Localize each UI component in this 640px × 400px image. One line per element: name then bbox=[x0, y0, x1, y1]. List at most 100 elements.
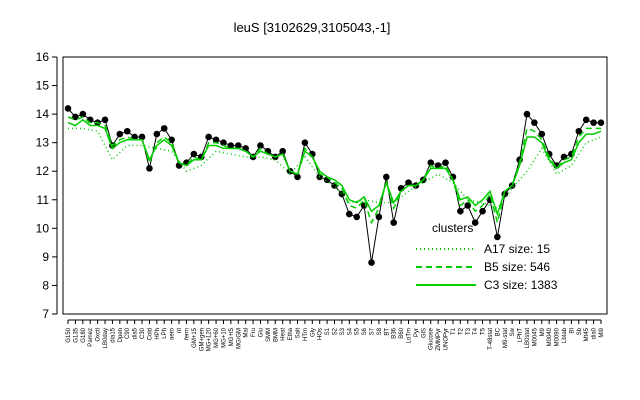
x-tick-label: dia5 bbox=[133, 327, 139, 339]
x-tick-label: C90 bbox=[125, 327, 131, 339]
data-point bbox=[457, 207, 464, 215]
data-point bbox=[383, 173, 390, 181]
x-tick-label: S3 bbox=[340, 327, 346, 335]
plot-border bbox=[62, 56, 608, 315]
x-tick-label: HPh bbox=[155, 328, 161, 340]
x-tick-label: Cold bbox=[147, 328, 153, 340]
series-line-dotted bbox=[68, 127, 602, 210]
x-tick-label: C30 bbox=[140, 327, 146, 339]
data-point bbox=[116, 130, 124, 138]
data-point bbox=[279, 147, 286, 155]
data-point bbox=[575, 127, 583, 135]
legend-label: A17 size: 15 bbox=[484, 242, 550, 256]
y-tick-label: 12 bbox=[36, 164, 50, 178]
x-tick-label: Sb bbox=[577, 327, 583, 335]
data-point bbox=[79, 110, 87, 118]
x-tick-label: S1 bbox=[325, 327, 331, 335]
data-point bbox=[146, 165, 153, 172]
data-point bbox=[538, 130, 546, 138]
x-tick-label: MG+120 bbox=[207, 327, 213, 351]
x-tick-label: Dpen bbox=[118, 328, 124, 342]
data-point bbox=[471, 219, 479, 226]
data-point bbox=[153, 130, 161, 138]
x-tick-label: Glucose bbox=[429, 327, 435, 350]
data-point bbox=[205, 133, 212, 141]
data-point bbox=[442, 159, 449, 166]
legend-title: clusters bbox=[432, 221, 473, 235]
data-point bbox=[405, 179, 412, 186]
data-point bbox=[582, 116, 590, 124]
data-point bbox=[168, 136, 175, 144]
y-tick-label: 16 bbox=[36, 50, 50, 64]
x-tick-label: BI bbox=[569, 328, 575, 334]
x-tick-label: S4 bbox=[347, 327, 353, 335]
data-point bbox=[294, 173, 301, 181]
x-tick-label: BC bbox=[495, 327, 501, 336]
x-tick-label: Heat bbox=[281, 328, 287, 341]
x-tick-label: Etha bbox=[288, 327, 294, 340]
chart-title: leuS [3102629,3105043,-1] bbox=[234, 20, 391, 35]
series-line-solid bbox=[67, 118, 602, 217]
x-tick-label: T3 bbox=[466, 327, 472, 335]
x-tick-label: LoTm bbox=[407, 328, 413, 343]
x-tick-label: SMM bbox=[266, 328, 272, 342]
data-point bbox=[390, 219, 398, 226]
data-point bbox=[353, 213, 361, 221]
x-tick-label: T4 bbox=[473, 327, 479, 335]
x-tick-label: dia15 bbox=[110, 327, 116, 342]
x-tick-label: MG+60 bbox=[214, 327, 220, 348]
data-point bbox=[523, 110, 531, 118]
x-tick-label: aero bbox=[170, 327, 176, 340]
x-tick-label: MG+10 bbox=[221, 327, 227, 348]
legend-label: B5 size: 546 bbox=[484, 260, 550, 274]
data-point bbox=[479, 207, 486, 215]
data-point bbox=[494, 233, 501, 241]
x-tick-label: Sw bbox=[510, 327, 516, 336]
x-tick-label: B36 bbox=[392, 327, 398, 338]
x-tick-label: G135 bbox=[73, 327, 79, 342]
x-tick-label: BMM bbox=[273, 328, 279, 342]
x-tick-label: M0045 bbox=[532, 327, 538, 346]
x-tick-label: Lbtab bbox=[562, 327, 568, 343]
legend-label: C3 size: 1383 bbox=[484, 278, 558, 292]
x-tick-label: S6 bbox=[362, 327, 368, 335]
data-point bbox=[346, 210, 353, 218]
x-tick-label: Mt45 bbox=[584, 327, 590, 341]
x-tick-label: HTm bbox=[303, 328, 309, 341]
data-point bbox=[590, 119, 597, 126]
data-point bbox=[234, 142, 242, 149]
x-tick-label: G150 bbox=[66, 327, 72, 342]
x-tick-label: Ml9 bbox=[599, 327, 605, 337]
x-tick-label: T-48stat bbox=[488, 328, 494, 350]
x-tick-label: T2 bbox=[458, 327, 464, 335]
series-layer bbox=[64, 105, 605, 266]
x-tick-label: Salt bbox=[295, 328, 301, 339]
data-point bbox=[64, 105, 72, 112]
x-tick-label: LPhT bbox=[518, 328, 524, 343]
data-point bbox=[123, 127, 131, 135]
data-point bbox=[101, 116, 109, 124]
data-point bbox=[531, 119, 538, 126]
x-tick-label: Fru bbox=[251, 328, 257, 337]
data-point bbox=[138, 133, 146, 141]
x-tick-label: M9-stat bbox=[503, 328, 509, 348]
y-tick-label: 9 bbox=[42, 250, 49, 264]
x-tick-label: S7 bbox=[370, 327, 376, 335]
y-tick-label: 14 bbox=[36, 107, 50, 121]
y-axis: 7 8 9 10 11 12 13 14 15 16 bbox=[36, 50, 58, 321]
y-tick-label: 10 bbox=[36, 221, 50, 235]
x-tick-label: Pamez bbox=[88, 328, 94, 347]
y-tick-label: 15 bbox=[36, 79, 50, 93]
data-point bbox=[301, 139, 309, 146]
x-tick-label: M0090 bbox=[555, 327, 561, 346]
x-tick-label: LB0stat bbox=[525, 328, 531, 349]
x-tick-label: BT bbox=[384, 328, 390, 336]
x-tick-label: GlS bbox=[421, 328, 427, 338]
plot-frame bbox=[62, 56, 608, 315]
x-tick-label: Glu bbox=[258, 328, 264, 337]
x-tick-label: M0040 bbox=[547, 327, 553, 346]
x-tick-label: S8 bbox=[377, 327, 383, 335]
x-axis: G150 G135 G180 Pamez Oxctl LB0day dia15 Dpen C90… bbox=[66, 319, 605, 351]
x-tick-label: Gly bbox=[310, 328, 316, 337]
x-tick-label: MG+t5 bbox=[229, 327, 235, 346]
